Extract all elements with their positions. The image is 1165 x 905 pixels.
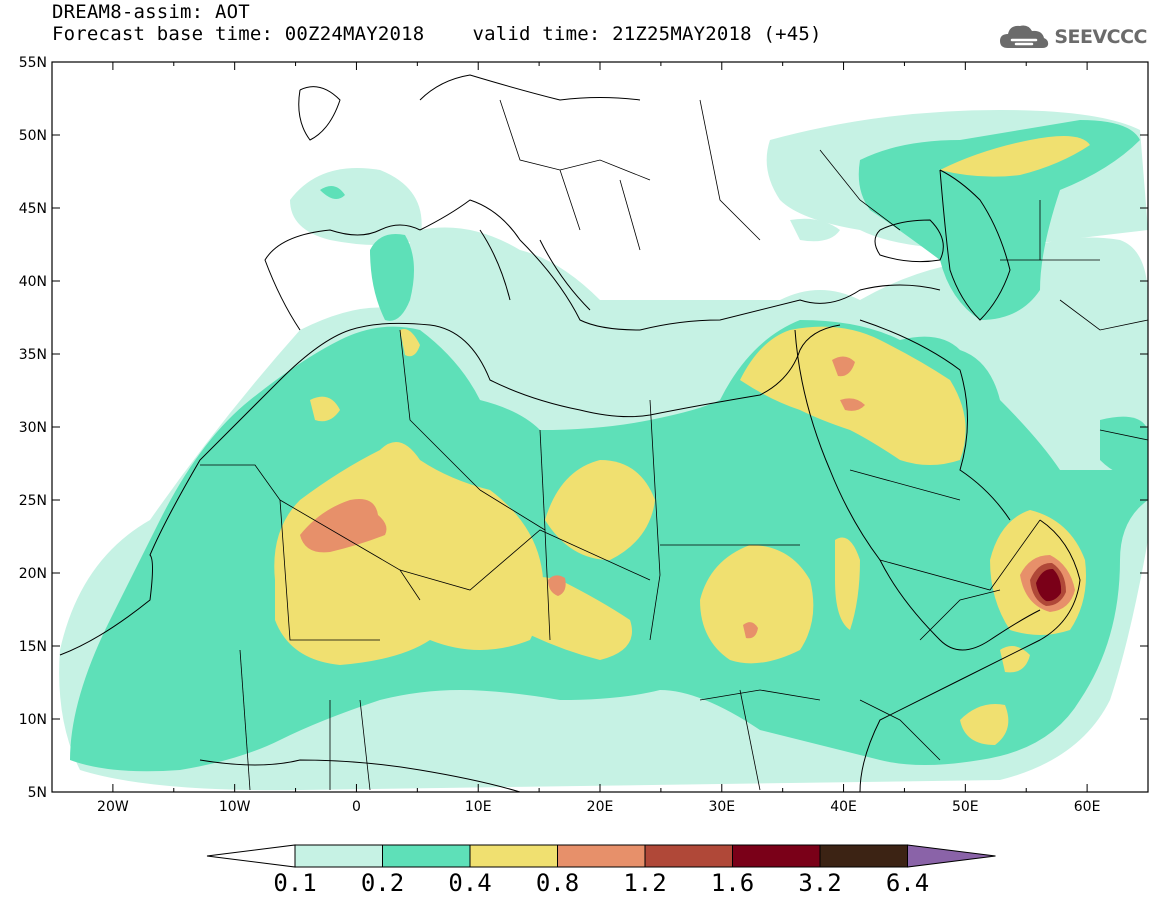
- colorbar-swatch: [382, 844, 471, 868]
- colorbar-label: 3.2: [798, 869, 842, 897]
- valid-time: valid time: 21Z25MAY2018 (+45): [472, 23, 822, 45]
- colorbar: [206, 844, 996, 868]
- forecast-times: Forecast base time: 00Z24MAY2018 valid ti…: [52, 24, 822, 45]
- lat-tick-label: 55N: [19, 55, 47, 71]
- aot-band-1.6: [1036, 568, 1062, 602]
- colorbar-swatch: [819, 844, 908, 868]
- lat-tick-label: 25N: [19, 493, 47, 509]
- lat-tick-label: 20N: [19, 566, 47, 582]
- coastlines: [59, 74, 1081, 792]
- colorbar-swatch: [469, 844, 558, 868]
- aot-field: [52, 62, 1148, 792]
- colorbar-swatch: [557, 844, 646, 868]
- logo: SEEVCCC: [998, 22, 1147, 52]
- lat-tick-label: 5N: [28, 785, 47, 801]
- lat-tick-label: 50N: [19, 128, 47, 144]
- base-time: Forecast base time: 00Z24MAY2018: [52, 23, 425, 45]
- lat-tick-label: 35N: [19, 347, 47, 363]
- colorbar-label: 0.4: [448, 869, 492, 897]
- colorbar-label: 1.6: [710, 869, 755, 897]
- lon-tick-label: 20W: [97, 799, 129, 815]
- lat-tick-label: 45N: [19, 201, 47, 217]
- colorbar-label: 6.4: [885, 869, 930, 897]
- colorbar-label: 0.1: [273, 869, 317, 897]
- lon-tick-label: 60E: [1074, 799, 1101, 815]
- colorbar-label: 1.2: [623, 869, 667, 897]
- colorbar-swatch: [294, 844, 383, 868]
- colorbar-under-arrow: [206, 844, 296, 868]
- lon-tick-label: 50E: [952, 799, 979, 815]
- lon-tick-label: 30E: [708, 799, 735, 815]
- lon-tick-label: 20E: [587, 799, 614, 815]
- lon-tick-label: 10E: [465, 799, 492, 815]
- country-borders: [200, 99, 1148, 791]
- lon-tick-label: 10W: [219, 799, 251, 815]
- map-title: DREAM8-assim: AOT: [52, 1, 250, 23]
- colorbar-swatch: [732, 844, 821, 868]
- logo-text: SEEVCCC: [1054, 26, 1147, 48]
- lat-tick-label: 30N: [19, 420, 47, 436]
- lat-tick-label: 10N: [19, 712, 47, 728]
- lat-tick-label: 15N: [19, 639, 47, 655]
- map-axes: 5N 10N 15N 20N 25N 30N 35N 40N 45N 50N 55N 20W 10W 0 1…: [19, 55, 1149, 815]
- lon-tick-label: 0: [352, 799, 361, 815]
- colorbar-label: 0.8: [535, 869, 580, 897]
- cloud-icon: [1000, 25, 1049, 48]
- lon-tick-label: 40E: [830, 799, 857, 815]
- lat-tick-label: 40N: [19, 274, 47, 290]
- colorbar-over-arrow: [907, 844, 996, 868]
- colorbar-swatch: [644, 844, 733, 868]
- colorbar-label: 0.2: [360, 869, 405, 897]
